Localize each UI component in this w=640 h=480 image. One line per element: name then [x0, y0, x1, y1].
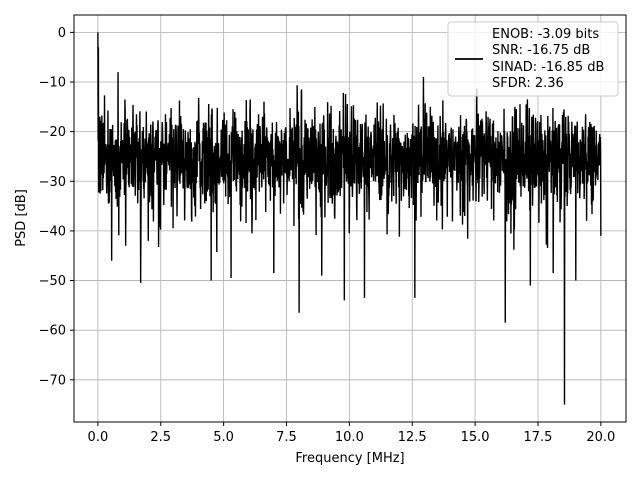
- legend-box: [447, 21, 619, 97]
- x-axis-label: Frequency [MHz]: [295, 451, 404, 466]
- y-tick-label: −40: [39, 224, 66, 239]
- axes-frame: [73, 14, 627, 423]
- legend-sinad: SINAD: -16.85 dB: [492, 60, 604, 75]
- legend-sfdr: SFDR: 2.36: [492, 76, 564, 91]
- y-tick-label: −60: [39, 324, 66, 339]
- legend-snr: SNR: -16.75 dB: [492, 43, 590, 58]
- y-tick-label: 0: [58, 26, 66, 41]
- y-axis-label: PSD [dB]: [14, 189, 29, 247]
- x-tick-label: 2.5: [150, 430, 171, 445]
- x-tick-label: 17.5: [524, 430, 553, 445]
- x-tick-label: 15.0: [461, 430, 490, 445]
- legend: ENOB: -3.09 bits SNR: -16.75 dB SINAD: -…: [447, 21, 619, 97]
- x-axis: 0.0 2.5 5.0 7.5 10.0 12.5 15.0 17.5 20.0: [88, 422, 615, 445]
- y-tick-label: −10: [39, 76, 66, 91]
- x-tick-label: 12.5: [398, 430, 427, 445]
- psd-series-line: [97, 32, 602, 405]
- legend-enob: ENOB: -3.09 bits: [492, 27, 599, 42]
- x-tick-label: 10.0: [335, 430, 364, 445]
- x-tick-label: 7.5: [276, 430, 297, 445]
- y-axis: 0 −10 −20 −30 −40 −50 −60 −70: [39, 26, 74, 388]
- x-tick-label: 20.0: [586, 430, 615, 445]
- x-tick-label: 0.0: [88, 430, 109, 445]
- plot-area: [97, 32, 602, 405]
- y-tick-label: −20: [39, 125, 66, 140]
- y-tick-label: −50: [39, 274, 66, 289]
- y-tick-label: −30: [39, 175, 66, 190]
- y-tick-label: −70: [39, 373, 66, 388]
- x-tick-label: 5.0: [213, 430, 234, 445]
